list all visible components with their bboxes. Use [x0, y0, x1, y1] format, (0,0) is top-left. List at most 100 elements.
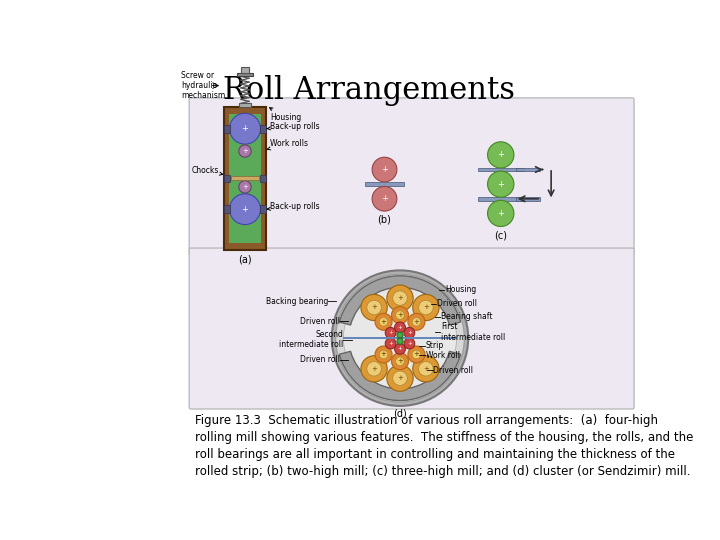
Circle shape [375, 313, 392, 330]
Text: Second
intermediate roll: Second intermediate roll [279, 330, 343, 349]
Text: +: + [381, 165, 388, 174]
Circle shape [372, 186, 397, 211]
Text: Housing: Housing [445, 285, 476, 294]
Circle shape [413, 294, 439, 321]
Circle shape [418, 362, 433, 376]
Circle shape [413, 356, 439, 382]
Circle shape [397, 332, 403, 338]
Text: +: + [397, 375, 403, 381]
Text: (a): (a) [238, 254, 252, 264]
Text: Driven roll: Driven roll [433, 366, 473, 375]
Text: +: + [371, 366, 377, 372]
Bar [224, 107, 266, 249]
Text: +: + [498, 180, 504, 188]
Circle shape [392, 371, 408, 386]
Text: Strip: Strip [426, 341, 444, 350]
Bar [343, 337, 456, 339]
Circle shape [487, 142, 514, 168]
Text: +: + [397, 347, 402, 352]
Circle shape [395, 343, 405, 354]
Text: Back-up rolls: Back-up rolls [267, 122, 320, 131]
Circle shape [408, 313, 425, 330]
Text: +: + [388, 341, 393, 346]
Circle shape [379, 350, 388, 359]
Circle shape [418, 300, 433, 315]
Circle shape [367, 362, 382, 376]
Bar [477, 167, 524, 171]
Circle shape [385, 327, 396, 338]
Circle shape [404, 338, 415, 349]
Circle shape [392, 353, 408, 370]
Circle shape [332, 271, 468, 406]
Text: +: + [242, 205, 248, 214]
Bar [225, 125, 230, 132]
Circle shape [387, 365, 413, 392]
Circle shape [487, 171, 514, 197]
Circle shape [343, 282, 456, 394]
Circle shape [396, 357, 404, 366]
Text: Chocks: Chocks [191, 166, 222, 175]
Text: +: + [388, 330, 393, 335]
Bar [241, 67, 249, 72]
Bar [225, 174, 230, 182]
Bar [260, 174, 266, 182]
Circle shape [487, 200, 514, 226]
Text: First
intermediate roll: First intermediate roll [441, 322, 505, 342]
Text: Driven roll: Driven roll [300, 355, 340, 364]
Circle shape [404, 327, 415, 338]
Bar [239, 103, 251, 107]
Text: Housing: Housing [269, 107, 302, 123]
Text: +: + [498, 151, 504, 159]
Circle shape [375, 346, 392, 363]
Text: +: + [381, 352, 387, 357]
Circle shape [239, 145, 251, 157]
Text: +: + [242, 148, 248, 154]
Text: Work roll: Work roll [426, 350, 459, 360]
Text: Figure 13.3  Schematic illustration of various roll arrangements:  (a)  four-hig: Figure 13.3 Schematic illustration of va… [194, 414, 693, 477]
FancyBboxPatch shape [189, 98, 634, 255]
Bar [238, 72, 253, 76]
Bar [477, 197, 524, 201]
Circle shape [412, 350, 420, 359]
Circle shape [239, 181, 251, 193]
Circle shape [387, 285, 413, 311]
Text: +: + [423, 366, 429, 372]
Text: +: + [397, 358, 403, 365]
Text: +: + [407, 330, 412, 335]
Text: +: + [413, 319, 419, 325]
Bar [260, 205, 266, 213]
Text: +: + [423, 305, 429, 310]
Circle shape [361, 294, 387, 321]
Text: +: + [498, 209, 504, 218]
Text: Backing bearing: Backing bearing [266, 296, 328, 306]
FancyBboxPatch shape [189, 248, 634, 409]
Circle shape [361, 356, 387, 382]
Bar [516, 197, 539, 201]
Text: Driven roll: Driven roll [300, 316, 340, 326]
Text: +: + [397, 295, 403, 301]
Circle shape [412, 318, 420, 326]
Wedge shape [339, 276, 461, 325]
Bar [225, 205, 230, 213]
Circle shape [336, 274, 464, 402]
Circle shape [379, 318, 388, 326]
Text: +: + [381, 319, 387, 325]
Text: +: + [242, 184, 248, 190]
Bar [365, 182, 404, 186]
Bar [229, 114, 261, 242]
Text: (d): (d) [393, 409, 407, 419]
Text: Driven roll: Driven roll [437, 299, 477, 308]
Text: +: + [413, 352, 419, 357]
Text: +: + [371, 305, 377, 310]
Text: Bearing shaft: Bearing shaft [441, 312, 492, 321]
Text: +: + [397, 312, 403, 318]
Text: (b): (b) [377, 215, 392, 225]
Circle shape [367, 300, 382, 315]
Text: (c): (c) [494, 231, 508, 240]
Bar [260, 125, 266, 132]
Text: +: + [242, 124, 248, 133]
Text: Screw or
hydraulic
mechanism: Screw or hydraulic mechanism [181, 71, 225, 100]
Text: Work rolls: Work rolls [267, 139, 308, 150]
Circle shape [385, 338, 396, 349]
Circle shape [230, 194, 261, 225]
